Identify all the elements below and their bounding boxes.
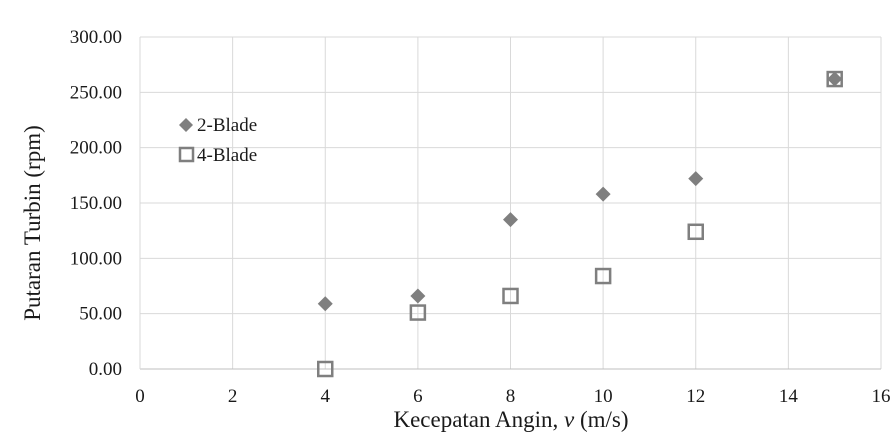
y-tick-label: 0.00 bbox=[89, 359, 122, 380]
x-tick-label: 10 bbox=[594, 386, 613, 407]
x-tick-label: 2 bbox=[228, 386, 238, 407]
y-tick-label: 150.00 bbox=[70, 193, 122, 214]
y-axis-title: Putaran Turbin (rpm) bbox=[20, 125, 45, 321]
x-axis-title: Kecepatan Angin, v (m/s) bbox=[393, 407, 628, 432]
y-tick-label: 300.00 bbox=[70, 27, 122, 48]
legend: 2-Blade 4-Blade bbox=[178, 115, 257, 166]
x-axis-title-main: Kecepatan Angin, bbox=[393, 407, 564, 432]
tick-labels: 0.00 50.00 100.00 150.00 200.00 250.00 300.00 0… bbox=[70, 27, 891, 407]
data-point-4-blade bbox=[687, 223, 704, 241]
legend-marker-2-blade bbox=[179, 118, 193, 132]
y-tick-label: 200.00 bbox=[70, 138, 122, 159]
legend-label-4-blade: 4-Blade bbox=[197, 145, 257, 166]
x-tick-label: 14 bbox=[779, 386, 799, 407]
x-tick-label: 8 bbox=[506, 386, 516, 407]
x-tick-label: 12 bbox=[686, 386, 705, 407]
axes bbox=[139, 37, 881, 370]
data-point-4-blade bbox=[594, 267, 612, 285]
data-point-2-blade bbox=[688, 171, 704, 187]
data-point-2-blade bbox=[595, 186, 611, 202]
y-tick-label: 100.00 bbox=[70, 248, 122, 269]
x-axis-title-variable: v bbox=[564, 407, 575, 432]
y-tick-label: 50.00 bbox=[79, 304, 122, 325]
data-points bbox=[317, 70, 843, 378]
data-point-2-blade bbox=[827, 71, 843, 87]
data-point-2-blade bbox=[410, 288, 426, 304]
x-tick-label: 16 bbox=[872, 386, 891, 407]
data-point-4-blade bbox=[826, 70, 843, 88]
x-tick-label: 4 bbox=[321, 386, 331, 407]
legend-marker-4-blade bbox=[178, 146, 195, 163]
x-tick-label: 0 bbox=[135, 386, 145, 407]
x-axis-title-unit: (m/s) bbox=[574, 407, 628, 432]
data-point-4-blade bbox=[317, 360, 334, 378]
grid bbox=[140, 36, 882, 369]
data-point-2-blade bbox=[317, 296, 333, 312]
x-tick-label: 6 bbox=[413, 386, 423, 407]
data-point-2-blade bbox=[503, 212, 518, 228]
y-tick-label: 250.00 bbox=[70, 82, 122, 103]
data-point-4-blade bbox=[409, 304, 427, 321]
legend-label-2-blade: 2-Blade bbox=[197, 115, 257, 136]
data-point-4-blade bbox=[502, 287, 519, 305]
